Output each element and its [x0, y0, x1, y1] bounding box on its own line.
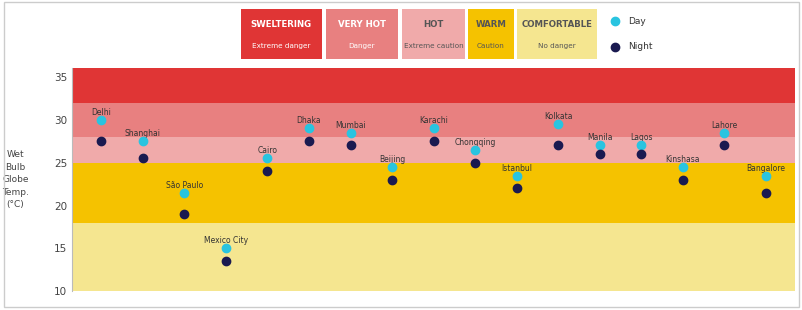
Text: Mexico City: Mexico City — [204, 237, 248, 246]
Text: Mumbai: Mumbai — [334, 121, 366, 130]
Text: Manila: Manila — [586, 134, 612, 143]
Text: Kolkata: Kolkata — [543, 112, 572, 121]
Text: WARM: WARM — [475, 20, 505, 29]
Bar — [467, 9, 513, 59]
Text: Chongqing: Chongqing — [454, 138, 495, 147]
Text: No danger: No danger — [537, 43, 575, 49]
Bar — [402, 9, 464, 59]
Text: Bangalore: Bangalore — [746, 163, 784, 172]
Bar — [72, 68, 794, 103]
Bar — [72, 137, 794, 163]
Text: São Paulo: São Paulo — [165, 181, 203, 190]
Text: Caution: Caution — [476, 43, 504, 49]
Text: Extreme caution: Extreme caution — [403, 43, 463, 49]
Text: Day: Day — [628, 17, 646, 26]
Bar — [325, 9, 398, 59]
Text: Lagos: Lagos — [630, 134, 652, 143]
Bar — [516, 9, 597, 59]
Text: VERY HOT: VERY HOT — [338, 20, 386, 29]
Bar — [241, 9, 322, 59]
Text: Karachi: Karachi — [419, 116, 448, 125]
Text: COMFORTABLE: COMFORTABLE — [521, 20, 592, 29]
Text: HOT: HOT — [423, 20, 443, 29]
Bar — [72, 103, 794, 137]
Y-axis label: Wet
Bulb
Globe
Temp.
(°C): Wet Bulb Globe Temp. (°C) — [2, 150, 29, 209]
Bar — [72, 223, 794, 291]
Text: Shanghai: Shanghai — [125, 129, 160, 138]
Text: Istanbul: Istanbul — [500, 163, 532, 172]
Text: Lahore: Lahore — [711, 121, 736, 130]
Text: Danger: Danger — [348, 43, 375, 49]
Text: Night: Night — [628, 42, 652, 51]
Bar — [72, 163, 794, 223]
Text: Delhi: Delhi — [91, 108, 111, 117]
Text: Beijing: Beijing — [379, 155, 405, 164]
Text: SWELTERING: SWELTERING — [250, 20, 311, 29]
Text: Extreme danger: Extreme danger — [252, 43, 310, 49]
Text: Dhaka: Dhaka — [296, 116, 321, 125]
Text: Kinshasa: Kinshasa — [665, 155, 699, 164]
Text: Cairo: Cairo — [257, 146, 277, 155]
